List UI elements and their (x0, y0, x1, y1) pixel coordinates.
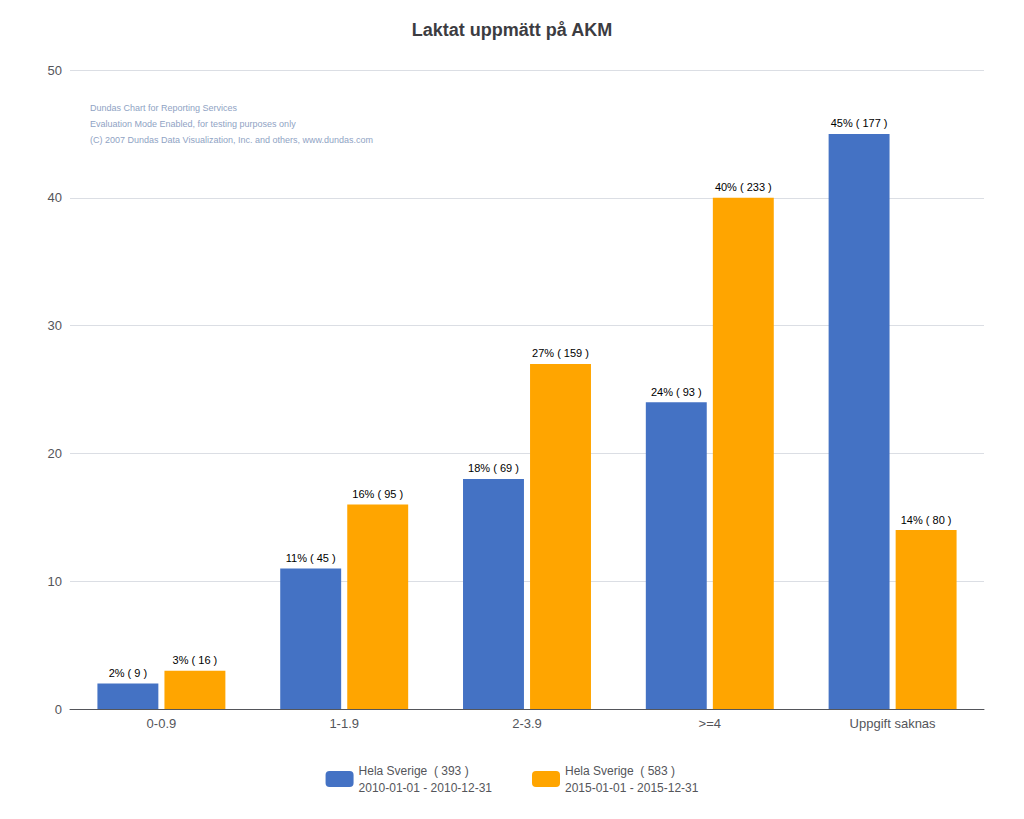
svg-text:50: 50 (48, 63, 62, 78)
svg-text:2-3.9: 2-3.9 (512, 716, 542, 731)
svg-text:30: 30 (48, 318, 62, 333)
svg-text:16% ( 95 ): 16% ( 95 ) (352, 488, 403, 500)
svg-text:1-1.9: 1-1.9 (329, 716, 359, 731)
svg-text:40: 40 (48, 190, 62, 205)
svg-text:40% ( 233 ): 40% ( 233 ) (715, 181, 772, 193)
svg-text:Uppgift saknas: Uppgift saknas (850, 716, 936, 731)
svg-text:Dundas Chart for Reporting Ser: Dundas Chart for Reporting Services (90, 103, 238, 113)
svg-text:Hela Sverige ( 583 ): Hela Sverige ( 583 ) (565, 764, 675, 778)
svg-text:45% ( 177 ): 45% ( 177 ) (831, 117, 888, 129)
svg-text:11% ( 45 ): 11% ( 45 ) (286, 552, 336, 564)
svg-text:2% ( 9 ): 2% ( 9 ) (109, 667, 148, 679)
svg-text:>=4: >=4 (699, 716, 721, 731)
svg-text:Laktat uppmätt på AKM: Laktat uppmätt på AKM (412, 20, 612, 40)
svg-text:24% ( 93 ): 24% ( 93 ) (651, 386, 702, 398)
svg-text:27% ( 159 ): 27% ( 159 ) (532, 347, 589, 359)
svg-text:2015-01-01 - 2015-12-31: 2015-01-01 - 2015-12-31 (565, 781, 699, 795)
svg-text:Hela Sverige ( 393 ): Hela Sverige ( 393 ) (359, 764, 469, 778)
svg-text:20: 20 (48, 446, 62, 461)
svg-text:10: 10 (48, 574, 62, 589)
svg-text:14% ( 80 ): 14% ( 80 ) (901, 514, 952, 526)
svg-text:3% ( 16 ): 3% ( 16 ) (173, 654, 218, 666)
svg-text:(C) 2007 Dundas Data Visualiza: (C) 2007 Dundas Data Visualization, Inc.… (90, 135, 373, 145)
svg-text:Evaluation Mode Enabled, for t: Evaluation Mode Enabled, for testing pur… (90, 119, 296, 129)
svg-text:0-0.9: 0-0.9 (147, 716, 177, 731)
svg-text:18% ( 69 ): 18% ( 69 ) (468, 462, 519, 474)
svg-text:0: 0 (55, 702, 62, 717)
svg-text:2010-01-01 - 2010-12-31: 2010-01-01 - 2010-12-31 (359, 781, 493, 795)
